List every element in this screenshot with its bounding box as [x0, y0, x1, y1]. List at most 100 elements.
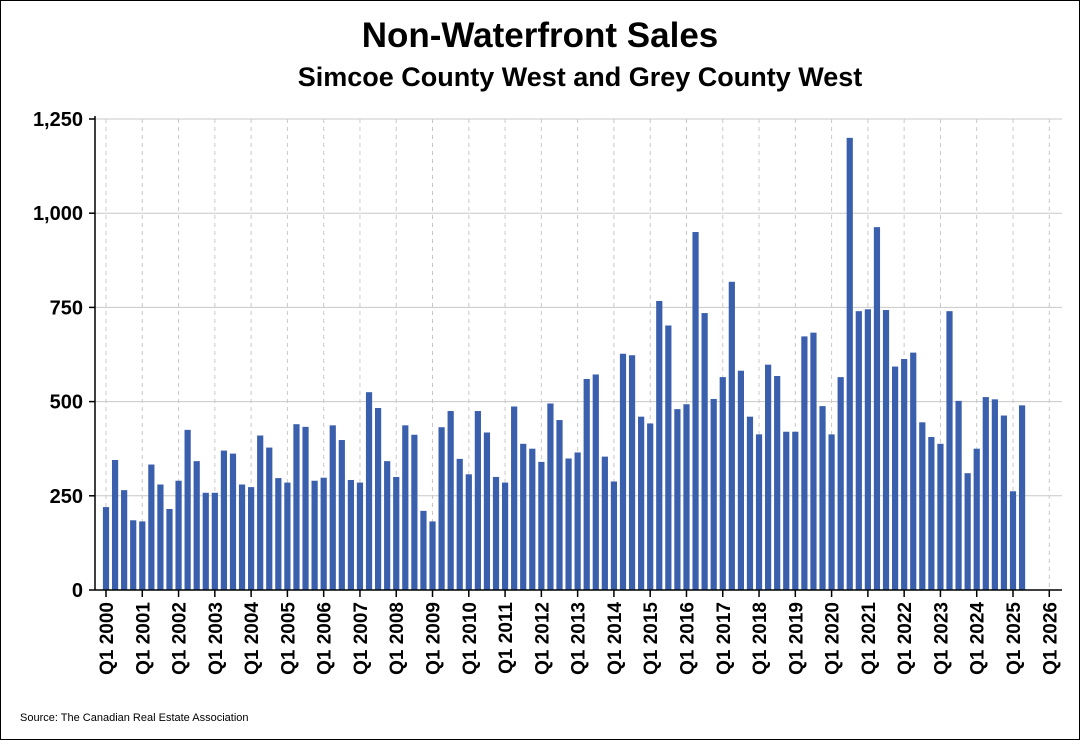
bar	[202, 492, 209, 590]
bar	[873, 227, 881, 590]
x-tick-label: Q1 2005	[278, 602, 299, 675]
bar	[402, 425, 409, 590]
bar	[692, 232, 699, 591]
bar	[111, 460, 119, 590]
bar	[429, 521, 436, 590]
bar	[819, 406, 826, 590]
bar	[728, 281, 735, 590]
bar	[846, 137, 853, 590]
bar	[574, 452, 581, 590]
x-tick-label: Q1 2001	[133, 602, 154, 675]
y-tick-label: 500	[50, 392, 83, 414]
bar	[583, 378, 590, 590]
bar	[810, 332, 817, 590]
bar	[238, 484, 246, 590]
bar	[175, 480, 182, 590]
x-tick-label: Q1 2011	[496, 602, 517, 674]
bar	[511, 406, 518, 590]
bar	[465, 474, 472, 590]
bar	[837, 377, 844, 590]
bar	[601, 456, 608, 590]
bar	[973, 448, 980, 590]
bar	[492, 476, 500, 590]
bar	[347, 479, 354, 590]
bar	[529, 448, 536, 590]
bar	[774, 375, 781, 590]
bar	[737, 370, 744, 590]
bar	[220, 450, 228, 590]
x-tick-label: Q1 2008	[387, 602, 408, 675]
bar	[311, 480, 318, 590]
bar	[647, 423, 654, 590]
bar	[710, 398, 717, 590]
bar	[1018, 405, 1026, 590]
bar	[483, 432, 491, 590]
bar	[755, 434, 763, 590]
bar	[891, 366, 899, 590]
bar	[293, 424, 300, 590]
bar	[229, 453, 237, 590]
bar	[456, 458, 463, 590]
bar	[937, 443, 944, 590]
bar	[1000, 415, 1008, 590]
bar	[375, 408, 382, 590]
y-tick-label: 750	[50, 297, 83, 319]
bar	[365, 392, 373, 590]
source-note: Source: The Canadian Real Estate Associa…	[20, 712, 249, 724]
bar	[438, 427, 445, 590]
bar	[919, 422, 926, 590]
x-tick-label: Q1 2012	[532, 602, 553, 675]
x-tick-label: Q1 2017	[714, 602, 735, 675]
bar	[665, 325, 672, 590]
x-tick-label: Q1 2025	[1004, 602, 1025, 675]
y-tick-label: 250	[50, 486, 83, 508]
bar	[801, 336, 808, 590]
bar	[628, 355, 636, 590]
x-tick-label: Q1 2026	[1040, 602, 1061, 675]
x-tick-label: Q1 2002	[170, 602, 191, 675]
bar	[592, 374, 599, 590]
y-tick-label: 1,250	[33, 109, 83, 131]
x-tick-label: Q1 2023	[931, 602, 952, 675]
bar	[520, 443, 527, 590]
bar	[855, 311, 862, 590]
bar	[411, 434, 418, 590]
bar	[121, 490, 128, 590]
bar	[302, 426, 309, 590]
bar	[565, 458, 572, 590]
bar	[991, 399, 998, 590]
x-tick-label: Q1 2003	[206, 602, 227, 675]
bars	[102, 137, 1026, 591]
bar	[538, 461, 545, 590]
x-tick-label: Q1 2022	[895, 602, 916, 675]
bar	[556, 420, 563, 590]
bar	[955, 400, 962, 590]
bar	[783, 431, 790, 590]
bar	[420, 510, 427, 590]
bar	[656, 300, 663, 590]
bar	[275, 478, 282, 590]
bar	[447, 411, 454, 590]
y-tick-label: 1,000	[33, 203, 83, 225]
x-tick-label: Q1 2020	[823, 602, 844, 675]
bar	[792, 431, 799, 590]
bar	[1009, 491, 1017, 590]
bar	[329, 425, 336, 590]
bar	[139, 521, 146, 590]
bar	[320, 477, 327, 590]
bar	[719, 377, 726, 590]
bar	[964, 473, 971, 590]
bar	[474, 411, 481, 590]
x-tick-label: Q1 2000	[97, 602, 118, 675]
bar	[356, 482, 364, 590]
bar	[864, 309, 871, 590]
bar	[946, 311, 953, 590]
bar	[184, 429, 191, 590]
x-tick-label: Q1 2024	[968, 602, 989, 675]
x-tick-label: Q1 2016	[677, 602, 698, 675]
x-tick-label: Q1 2006	[315, 602, 336, 675]
bar	[683, 404, 690, 590]
bar	[746, 416, 754, 590]
bar	[982, 397, 989, 590]
bar	[166, 508, 173, 590]
